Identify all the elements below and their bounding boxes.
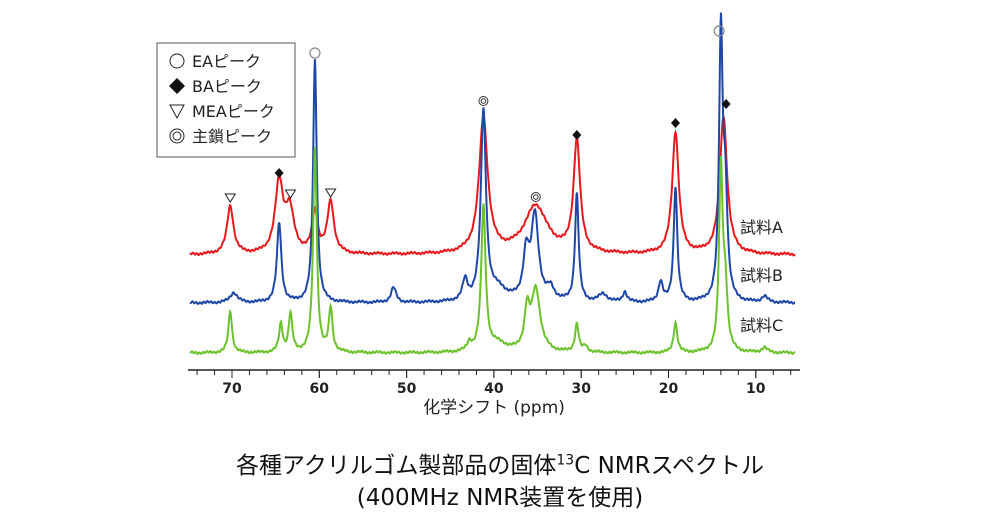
- x-tick-label: 10: [746, 381, 766, 397]
- title-text: 各種アクリルゴム製部品の固体: [235, 453, 557, 479]
- nmr-chart: 試料A 試料B 試料C 70 60 50 40 30 20 10 化学シフト (ppm) EAピーク B…: [156, 12, 800, 418]
- main-chain-peak-marker: [478, 96, 489, 106]
- x-tick-label: 60: [310, 381, 330, 397]
- ea-peak-marker: [309, 47, 321, 59]
- mea-peak-marker: [324, 188, 337, 198]
- spectrum-試料B: [189, 12, 796, 305]
- ba-peak-marker: [721, 99, 731, 109]
- legend-mea-icon: [169, 104, 185, 120]
- legend-main-chain-icon-inner: [172, 131, 182, 141]
- spectrum-試料A: [189, 113, 796, 257]
- main-chain-peak-marker-inner: [480, 98, 487, 104]
- legend-ea-icon: [169, 53, 185, 69]
- x-tick-label: 70: [222, 381, 242, 397]
- legend-label: EAピーク: [192, 52, 261, 71]
- mea-peak-marker: [224, 193, 237, 203]
- mea-peak-marker: [284, 189, 297, 199]
- figure-title: 各種アクリルゴム製部品の固体13C NMRスペクトル: [0, 446, 1000, 480]
- figure-subtitle: (400MHz NMR装置を使用): [356, 485, 644, 511]
- series-label: 試料C: [740, 316, 783, 335]
- x-tick-label: 50: [397, 381, 417, 397]
- legend-label: 主鎖ピーク: [192, 127, 272, 146]
- ea-peak-marker: [713, 25, 725, 37]
- x-axis-label: 化学シフト (ppm): [423, 398, 565, 418]
- legend-ba-icon: [169, 78, 185, 94]
- legend-main-chain-icon: [169, 128, 185, 144]
- main-chain-peak-marker: [530, 192, 541, 202]
- series-label: 試料A: [740, 218, 783, 237]
- title-superscript: 13: [556, 452, 575, 469]
- x-tick-label: 30: [571, 381, 591, 397]
- ba-peak-marker: [274, 168, 284, 178]
- spectrum-試料C: [189, 147, 796, 356]
- legend-label: MEAピーク: [192, 102, 275, 121]
- ba-peak-marker: [670, 118, 680, 128]
- series-label: 試料B: [740, 266, 783, 285]
- main-chain-peak-marker-inner: [533, 194, 539, 200]
- legend-label: BAピーク: [192, 77, 262, 96]
- x-tick-label: 20: [659, 381, 679, 397]
- title-text-2: C NMRスペクトル: [574, 453, 764, 479]
- legend-box: [156, 42, 296, 158]
- x-tick-label: 40: [484, 381, 504, 397]
- ba-peak-marker: [572, 130, 582, 140]
